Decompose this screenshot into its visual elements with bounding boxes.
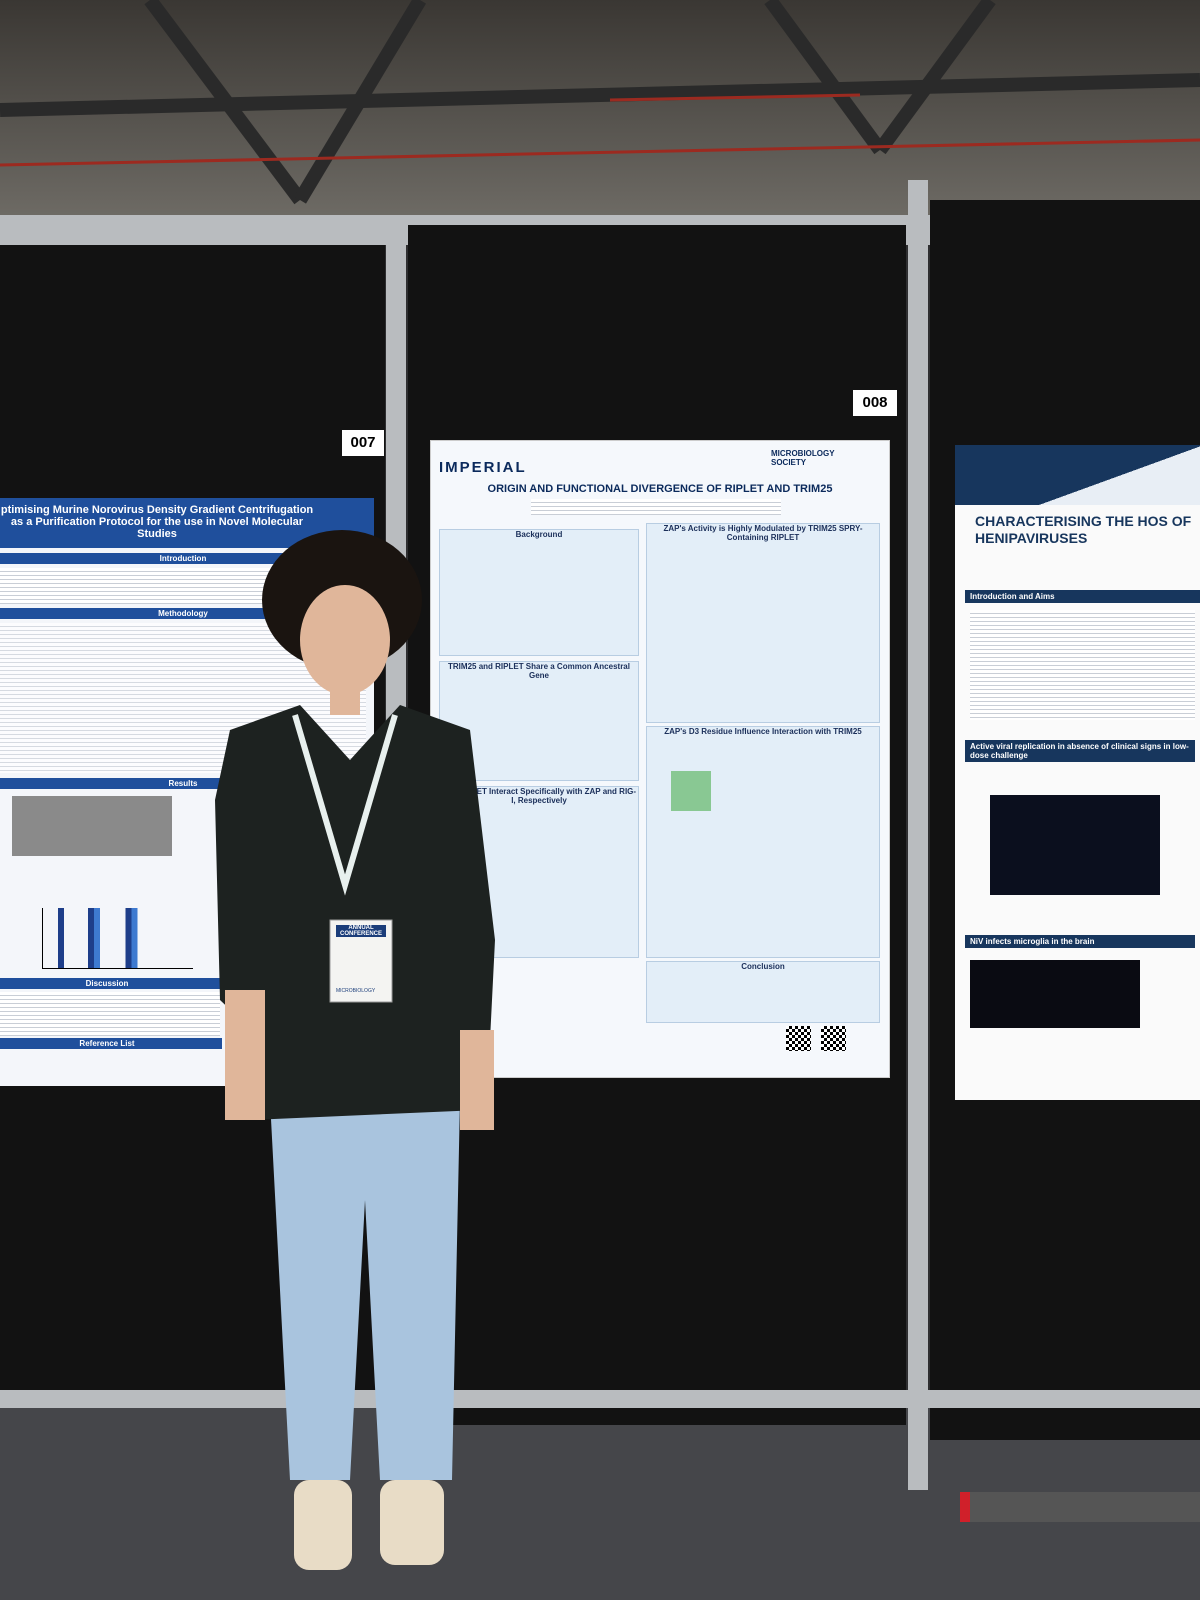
panel-heading: Background	[515, 530, 563, 539]
poster: IMPERIAL MICROBIOLOGY SOCIETY ORIGIN AND…	[430, 440, 890, 1078]
micrograph	[970, 960, 1140, 1028]
tube	[960, 1492, 1200, 1522]
panel: ZAP's D3 Residue Influence Interaction w…	[646, 726, 880, 958]
panel-heading: and RIPLET Interact Specifically with ZA…	[441, 787, 637, 805]
micrograph	[990, 795, 1160, 895]
trusses	[0, 0, 1200, 205]
bar-figure	[42, 908, 193, 969]
society: MICROBIOLOGY SOCIETY	[771, 449, 835, 467]
section-heading: Reference List	[0, 1038, 222, 1049]
poster-title: ORIGIN AND FUNCTIONAL DIVERGENCE OF RIPL…	[487, 483, 833, 495]
poster-title: ptimising Murine Norovirus Density Gradi…	[0, 498, 374, 548]
panel: Conclusion	[646, 961, 880, 1023]
panel-heading: ZAP's Activity is Highly Modulated by TR…	[663, 524, 863, 542]
section-heading: Methodology	[0, 608, 374, 619]
section-heading: Discussion	[0, 978, 222, 989]
board-number: 008	[853, 390, 897, 416]
text-block	[970, 610, 1195, 720]
brand: IMPERIAL	[439, 459, 527, 476]
heatmap	[671, 771, 711, 811]
qr-code	[821, 1026, 846, 1051]
poster-title: CHARACTERISING THE HOS OF HENIPAVIRUSES	[975, 513, 1192, 546]
qr-code	[786, 1026, 811, 1051]
header-band	[955, 445, 1200, 505]
section-heading: Introduction and Aims	[965, 590, 1200, 603]
section-heading: NiV infects microglia in the brain	[965, 935, 1195, 948]
panel: ZAP's Activity is Highly Modulated by TR…	[646, 523, 880, 723]
blot	[12, 796, 172, 856]
panel: Background	[439, 529, 639, 656]
text-block	[0, 992, 220, 1036]
board-number: 007	[342, 430, 384, 456]
panel-heading: ZAP's D3 Residue Influence Interaction w…	[664, 727, 862, 736]
section-heading: Active viral replication in absence of c…	[965, 740, 1195, 762]
panel-heading: Conclusion	[741, 962, 785, 971]
section-heading: Introduction	[0, 553, 374, 564]
poster: CHARACTERISING THE HOS OF HENIPAVIRUSES …	[955, 445, 1200, 1100]
panel-heading: TRIM25 and RIPLET Share a Common Ancestr…	[448, 662, 630, 680]
badge-event: ANNUAL CONFERENCE	[336, 925, 386, 937]
badge-society: MICROBIOLOGY	[336, 988, 376, 994]
authors	[531, 499, 781, 515]
frame-post	[908, 180, 928, 1490]
section-heading: Results	[0, 778, 374, 789]
